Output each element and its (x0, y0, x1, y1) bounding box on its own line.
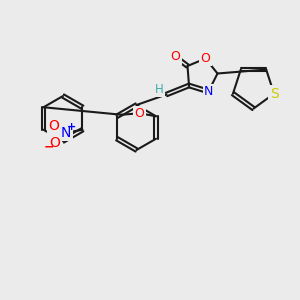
Text: O: O (49, 119, 59, 133)
Text: O: O (134, 107, 144, 120)
Text: −: − (44, 140, 54, 153)
Text: +: + (67, 122, 76, 132)
Text: O: O (171, 50, 180, 64)
Text: H: H (154, 82, 164, 96)
Text: N: N (204, 85, 213, 98)
Text: O: O (50, 136, 61, 150)
Text: S: S (270, 87, 278, 101)
Text: N: N (61, 126, 71, 140)
Text: O: O (201, 52, 210, 65)
